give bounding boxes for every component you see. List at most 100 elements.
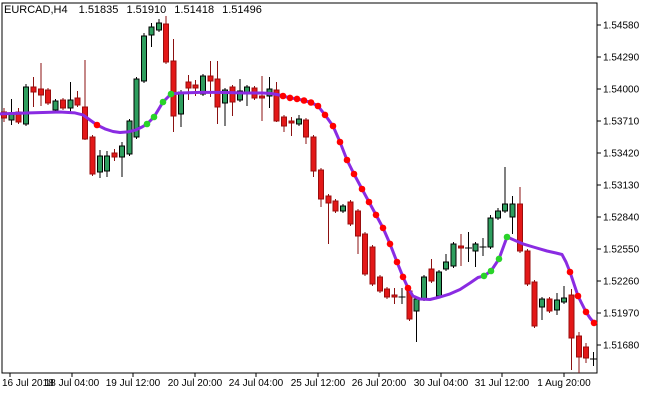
time-axis-label: 31 Jul 12:00 [475,378,530,389]
candle [163,15,170,64]
candle [170,39,177,132]
candle-body [199,75,206,95]
time-axis-label: 24 Jul 04:00 [229,378,284,389]
candle-body [281,116,288,127]
candle-body [30,86,37,93]
candle-body [303,119,310,138]
candle [546,297,553,313]
candle-body [222,89,229,104]
candle [531,279,538,328]
time-axis-label: 16 Jul 2018 [2,378,54,389]
ma-dot-down [329,122,337,130]
price-axis-label: 1.51970 [603,309,640,320]
candle [59,97,66,110]
price-axis-label: 1.53420 [603,149,640,160]
ma-dot-down [343,156,351,164]
candle [398,287,406,304]
candle [347,199,354,226]
chart-frame [1,2,598,374]
price-axis-label: 1.52550 [603,245,640,256]
candle [472,241,479,267]
candle-body [568,294,575,339]
candle [37,62,44,106]
candle [583,342,590,363]
chart-frame-border [1,2,598,374]
candle-body [561,297,568,303]
candle-body [273,89,280,122]
candle [148,23,155,47]
price-axis-label: 1.52840 [603,213,640,224]
candle [111,148,118,161]
ma-dot-up [480,272,488,280]
candle [89,135,96,176]
time-axis-label: 1 Aug 20:00 [537,378,591,389]
ma-dot-up [150,113,158,121]
candle [421,274,428,301]
candle-body [52,100,59,111]
ma-dot-down [393,258,401,266]
candle [104,150,111,177]
candle [487,215,494,249]
candle-body [317,169,324,200]
time-axis-label: 26 Jul 20:00 [352,378,407,389]
ma-dot-up [503,233,511,241]
candle-body [391,294,398,298]
candle-body [516,203,523,252]
candle [325,193,332,244]
candle [457,233,464,266]
ma-dot-down [566,268,574,276]
candle [354,208,361,254]
candle-body [141,35,148,82]
candle [553,292,560,315]
candle-body [509,203,516,218]
candle-body [207,75,214,82]
candle-body [111,152,118,158]
price-axis-label: 1.53130 [603,181,640,192]
candle-body [133,78,140,138]
candle-body [443,261,450,270]
price-axis-label: 1.53710 [603,117,640,128]
candle-body [288,120,295,124]
candle [23,83,30,126]
ma-dot-down [307,99,315,106]
candle [118,141,125,177]
candle-body [104,155,111,172]
candle-body [185,81,192,89]
ma-dot-down [293,95,301,103]
ohlc-low-value: 1.51418 [174,4,214,16]
candle [281,114,288,132]
ma-dot-down [582,308,590,316]
candle-body [413,298,420,312]
candle-body [502,203,509,212]
ma-dot-up [487,267,495,275]
candle-body [229,86,236,103]
candle-body [428,268,435,282]
candle [384,286,391,299]
price-axis[interactable]: 1.54580 1.54290 1.54000 1.53710 1.53420 1.531… [597,21,640,352]
candles-layer [1,15,598,374]
time-axis-label: 19 Jul 12:00 [106,378,161,389]
candle-body [531,281,538,327]
candle [317,168,324,207]
candle [74,90,81,107]
candle-body [148,26,155,36]
candle-body [67,99,74,109]
candle-body [163,23,170,63]
candle-body [457,245,464,249]
candle [222,88,229,126]
price-axis-label: 1.54000 [603,85,640,96]
ma-dot-down [372,211,380,219]
ma-dot-down [279,92,287,100]
ohlc-close-value: 1.51496 [222,4,262,16]
time-axis-label: 20 Jul 20:00 [168,378,223,389]
ma-dot-down [321,111,329,119]
candle-body [177,91,184,115]
candle-body [325,195,332,204]
symbol-period-label: EURCAD,H4 [4,4,68,16]
ma-dot-up [495,255,503,263]
ma-dot-down [590,319,598,327]
